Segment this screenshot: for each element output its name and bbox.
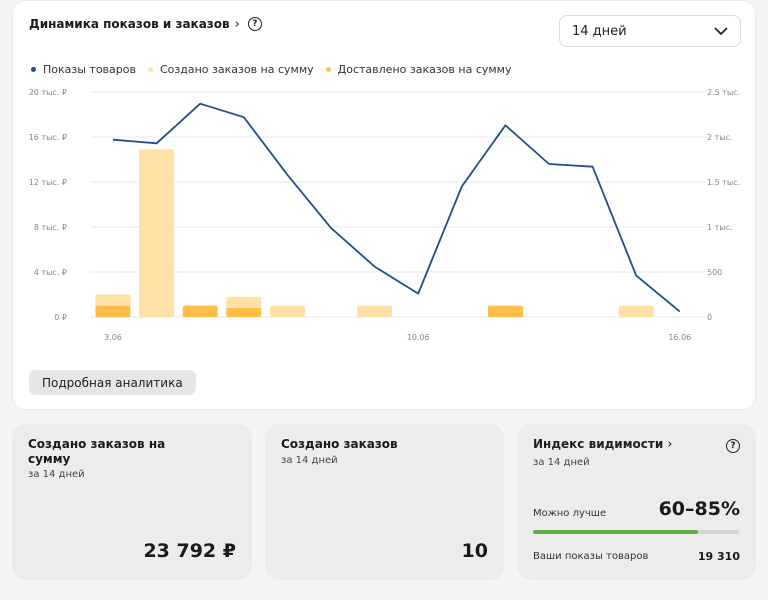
x-tick-label: 16.06: [668, 333, 691, 342]
orders-sum-period: за 14 дней: [28, 469, 85, 480]
legend-item-shows[interactable]: Показы товаров: [31, 63, 136, 76]
y-left-tick-label: 8 тыс. ₽: [34, 223, 67, 232]
period-select[interactable]: 14 дней: [559, 15, 741, 47]
detailed-analytics-button[interactable]: Подробная аналитика: [29, 370, 196, 395]
chart-plot: 0 ₽ 4 тыс. ₽ 8 тыс. ₽ 12 тыс. ₽ 16 тыс. ₽ 20 …: [29, 88, 740, 342]
legend-label-shows: Показы товаров: [43, 63, 136, 76]
visibility-status: Можно лучше: [533, 508, 607, 519]
orders-sum-card[interactable]: Создано заказов на сумму за 14 дней 23 7…: [12, 424, 252, 580]
y-right-tick-label: 0: [707, 313, 712, 322]
bar-created: [357, 305, 393, 317]
help-icon[interactable]: ?: [247, 17, 262, 31]
legend-item-delivered[interactable]: Доставлено заказов на сумму: [325, 63, 512, 76]
legend-label-created: Создано заказов на сумму: [159, 63, 314, 76]
orders-sum-title: Создано заказов на сумму: [28, 437, 166, 466]
orders-sum-value: 23 792 ₽: [143, 540, 236, 562]
bar-created: [139, 149, 175, 317]
legend-item-created[interactable]: Создано заказов на сумму: [147, 63, 314, 76]
bar-delivered: [226, 308, 262, 317]
legend-dot-created: [147, 67, 153, 72]
chevron-right-icon: ›: [234, 16, 240, 32]
chevron-right-icon: ›: [667, 436, 673, 452]
chart-title: Динамика показов и заказов: [29, 17, 230, 31]
y-left-tick-label: 0 ₽: [54, 313, 67, 322]
bar-delivered: [95, 305, 131, 317]
y-right-tick-label: 500: [707, 268, 722, 277]
dynamics-card: Динамика показов и заказов › ? 14 дней П…: [12, 0, 756, 410]
x-tick-label: 10.06: [407, 333, 430, 342]
line-shows: [112, 102, 681, 313]
visibility-progress: [533, 530, 739, 534]
visibility-shows-value: 19 310: [697, 550, 740, 563]
visibility-progress-fill: [533, 530, 698, 534]
y-right-tick-label: 1.5 тыс.: [707, 178, 740, 187]
visibility-shows-label: Ваши показы товаров: [533, 551, 649, 562]
y-right-tick-label: 2 тыс.: [707, 133, 733, 142]
chart-legend: Показы товаров Создано заказов на сумму …: [31, 63, 512, 76]
visibility-title-link[interactable]: Индекс видимости ›: [533, 437, 672, 451]
bar-created: [269, 305, 305, 317]
visibility-range: 60–85%: [658, 498, 740, 520]
visibility-card[interactable]: Индекс видимости › ? за 14 дней Можно лу…: [517, 424, 756, 580]
y-left-tick-label: 20 тыс. ₽: [29, 88, 67, 97]
x-tick-label: 3.06: [104, 333, 122, 342]
y-left-tick-label: 12 тыс. ₽: [29, 178, 67, 187]
chevron-down-icon: [714, 27, 728, 35]
period-select-value: 14 дней: [572, 23, 627, 39]
orders-count-title: Создано заказов: [281, 437, 398, 451]
visibility-period: за 14 дней: [533, 457, 590, 468]
legend-dot-delivered: [325, 67, 331, 72]
y-left-tick-label: 4 тыс. ₽: [34, 268, 67, 277]
y-right-tick-label: 1 тыс.: [707, 223, 733, 232]
orders-count-period: за 14 дней: [281, 455, 338, 466]
legend-dot-shows: [31, 67, 36, 72]
y-right-tick-label: 2.5 тыс.: [707, 88, 740, 97]
bar-delivered: [182, 305, 218, 317]
bar-delivered: [487, 305, 523, 317]
orders-count-value: 10: [461, 540, 488, 562]
chart-title-link[interactable]: Динамика показов и заказов › ?: [29, 17, 262, 31]
orders-count-card[interactable]: Создано заказов за 14 дней 10: [265, 424, 504, 580]
bar-created: [618, 305, 654, 317]
help-icon[interactable]: ?: [726, 439, 740, 453]
y-left-tick-label: 16 тыс. ₽: [29, 133, 67, 142]
legend-label-delivered: Доставлено заказов на сумму: [337, 63, 512, 76]
visibility-title: Индекс видимости: [533, 437, 664, 451]
